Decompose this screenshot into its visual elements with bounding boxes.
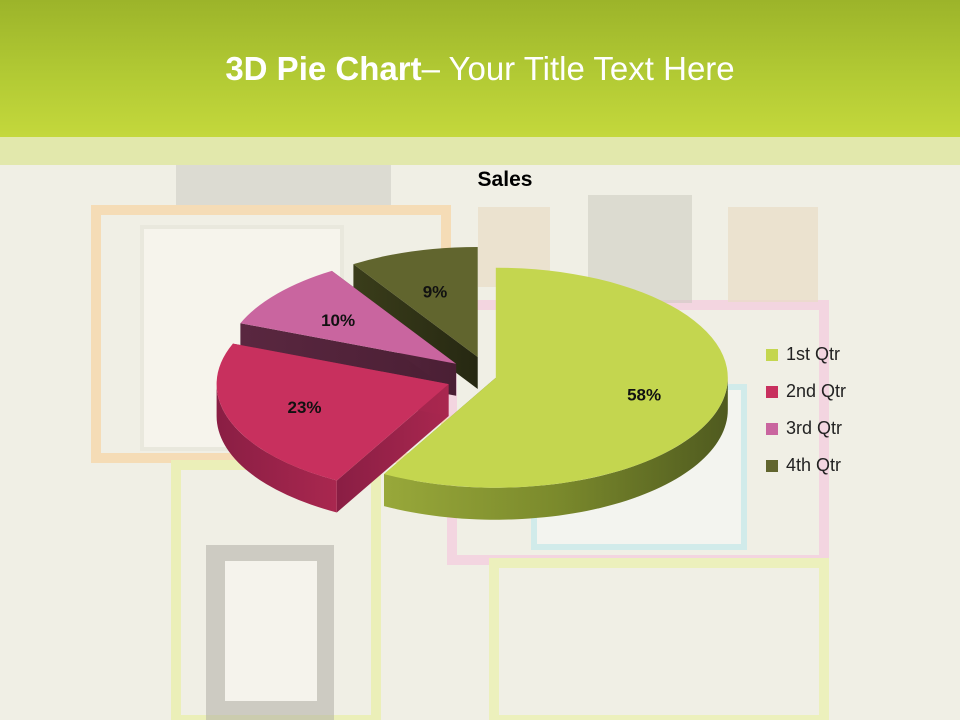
legend-label-4th-qtr: 4th Qtr xyxy=(786,455,842,475)
legend-item-2nd-qtr: 2nd Qtr xyxy=(766,373,846,410)
legend-swatch-1st-qtr xyxy=(766,348,778,361)
slide-title: 3D Pie Chart– Your Title Text Here xyxy=(0,50,960,88)
legend-swatch-3rd-qtr xyxy=(766,422,778,435)
legend-label-3rd-qtr: 3rd Qtr xyxy=(786,418,843,438)
pie-slice-4th-qtr-top xyxy=(353,246,478,357)
legend-swatch-2nd-qtr xyxy=(766,385,778,398)
legend: 1st Qtr 2nd Qtr 3rd Qtr 4th Qtr xyxy=(766,336,846,484)
slide-title-rest: – Your Title Text Here xyxy=(421,50,735,87)
pie-slice-1st-qtr-top xyxy=(384,267,728,488)
data-label-1st-qtr: 58% xyxy=(627,386,661,405)
pie-slice-2nd-qtr xyxy=(216,343,449,513)
pie-slice-2nd-qtr-wall-0 xyxy=(336,384,449,513)
title-bar-band xyxy=(0,137,960,165)
legend-item-4th-qtr: 4th Qtr xyxy=(766,447,846,484)
data-label-4th-qtr: 9% xyxy=(423,282,448,301)
legend-item-3rd-qtr: 3rd Qtr xyxy=(766,410,846,447)
pie-slice-1st-qtr-rim-0 xyxy=(384,377,728,520)
pie-slice-2nd-qtr-rim-0 xyxy=(216,384,337,513)
title-bar xyxy=(0,0,960,137)
data-label-2nd-qtr: 23% xyxy=(288,398,322,417)
data-label-3rd-qtr: 10% xyxy=(321,311,355,330)
pie-slice-1st-qtr xyxy=(384,267,728,520)
chart-title: Sales xyxy=(477,168,533,191)
pie-slice-2nd-qtr-top xyxy=(216,343,449,481)
legend-label-1st-qtr: 1st Qtr xyxy=(786,344,841,364)
slide-title-bold: 3D Pie Chart xyxy=(225,50,422,87)
legend-label-2nd-qtr: 2nd Qtr xyxy=(786,381,847,401)
pie-slice-3rd-qtr-top xyxy=(240,270,457,364)
legend-swatch-4th-qtr xyxy=(766,459,778,472)
legend-item-1st-qtr: 1st Qtr xyxy=(766,336,846,373)
